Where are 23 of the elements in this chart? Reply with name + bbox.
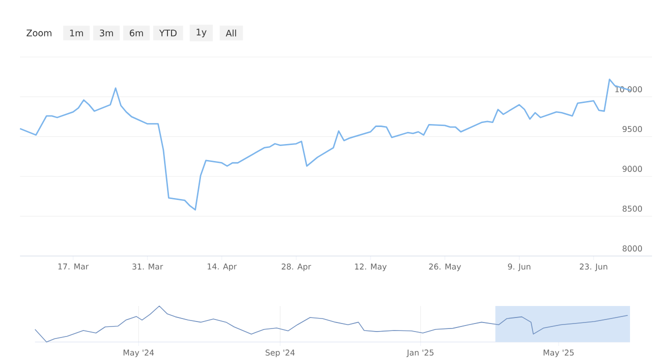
x-tick-label: 17. Mar	[58, 264, 89, 270]
x-tick-label: Sep '24	[266, 350, 295, 358]
x-tick-label: 14. Apr	[208, 264, 237, 272]
x-tick-label: May '24	[124, 350, 154, 358]
y-tick-label: 8500	[622, 206, 642, 212]
y-tick-label: 8000	[622, 245, 642, 252]
text: Zoom	[26, 30, 52, 36]
text: YTD	[159, 30, 177, 36]
text: 1m	[70, 30, 83, 36]
x-tick-label: 26. May	[429, 264, 461, 272]
x-tick-label: 28. Apr	[282, 264, 312, 272]
x-tick-label: 23. Jun	[580, 264, 608, 272]
y-tick-label: 9500	[622, 126, 642, 132]
text: 1y	[196, 28, 206, 38]
x-tick-label: 31. Mar	[132, 264, 164, 270]
text: 3m	[100, 30, 113, 36]
y-tick-label: 9000	[622, 166, 642, 172]
x-tick-label: 12. May	[355, 264, 387, 272]
x-tick-label: May '25	[544, 350, 574, 358]
text: All	[226, 30, 236, 36]
x-tick-label: 9. Jun	[508, 264, 530, 272]
text: 6m	[130, 30, 143, 36]
x-tick-label: Jan '25	[406, 350, 434, 358]
